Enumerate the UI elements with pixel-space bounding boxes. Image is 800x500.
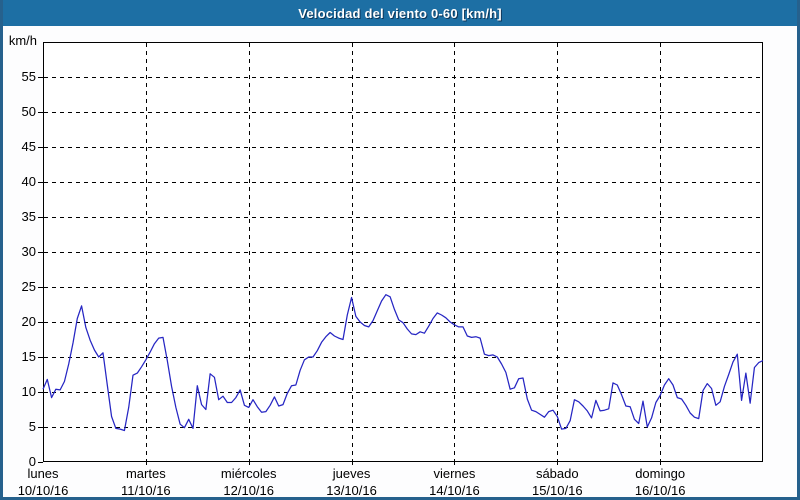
x-date-label: 11/10/16	[121, 483, 171, 498]
x-day-label: martes	[125, 466, 166, 481]
chart-title: Velocidad del viento 0-60 [km/h]	[298, 5, 502, 21]
x-date-label: 16/10/16	[634, 483, 686, 498]
y-tick-label: 15	[21, 349, 36, 364]
wind-speed-line-chart	[38, 42, 764, 465]
y-tick-label: 50	[21, 104, 36, 119]
x-date-label: 15/10/16	[531, 483, 583, 498]
wind-speed-series	[42, 294, 764, 432]
y-tick-label: 0	[28, 454, 36, 469]
x-date-label: 13/10/16	[326, 483, 377, 498]
y-tick-label: 40	[21, 174, 36, 189]
y-axis-unit-label: km/h	[8, 33, 37, 48]
x-day-label: viernes	[433, 466, 476, 481]
plot-area	[43, 42, 763, 462]
x-day-label: jueves	[332, 466, 371, 481]
chart-title-bar: Velocidad del viento 0-60 [km/h]	[3, 0, 797, 26]
x-day-label: miércoles	[220, 466, 277, 481]
x-date-label: 14/10/16	[429, 483, 480, 498]
y-tick-label: 55	[21, 69, 36, 84]
y-tick-label: 30	[21, 244, 36, 259]
x-day-label: sábado	[535, 466, 579, 481]
y-tick-label: 25	[21, 279, 36, 294]
x-date-label: 10/10/16	[17, 483, 69, 498]
x-day-label: domingo	[635, 466, 686, 481]
y-tick-label: 5	[28, 419, 36, 434]
y-tick-label: 10	[21, 384, 36, 399]
y-tick-label: 35	[21, 209, 36, 224]
x-date-label: 12/10/16	[223, 483, 275, 498]
y-tick-label: 45	[21, 139, 36, 154]
x-day-label: lunes	[27, 466, 59, 481]
y-tick-label: 20	[21, 314, 36, 329]
